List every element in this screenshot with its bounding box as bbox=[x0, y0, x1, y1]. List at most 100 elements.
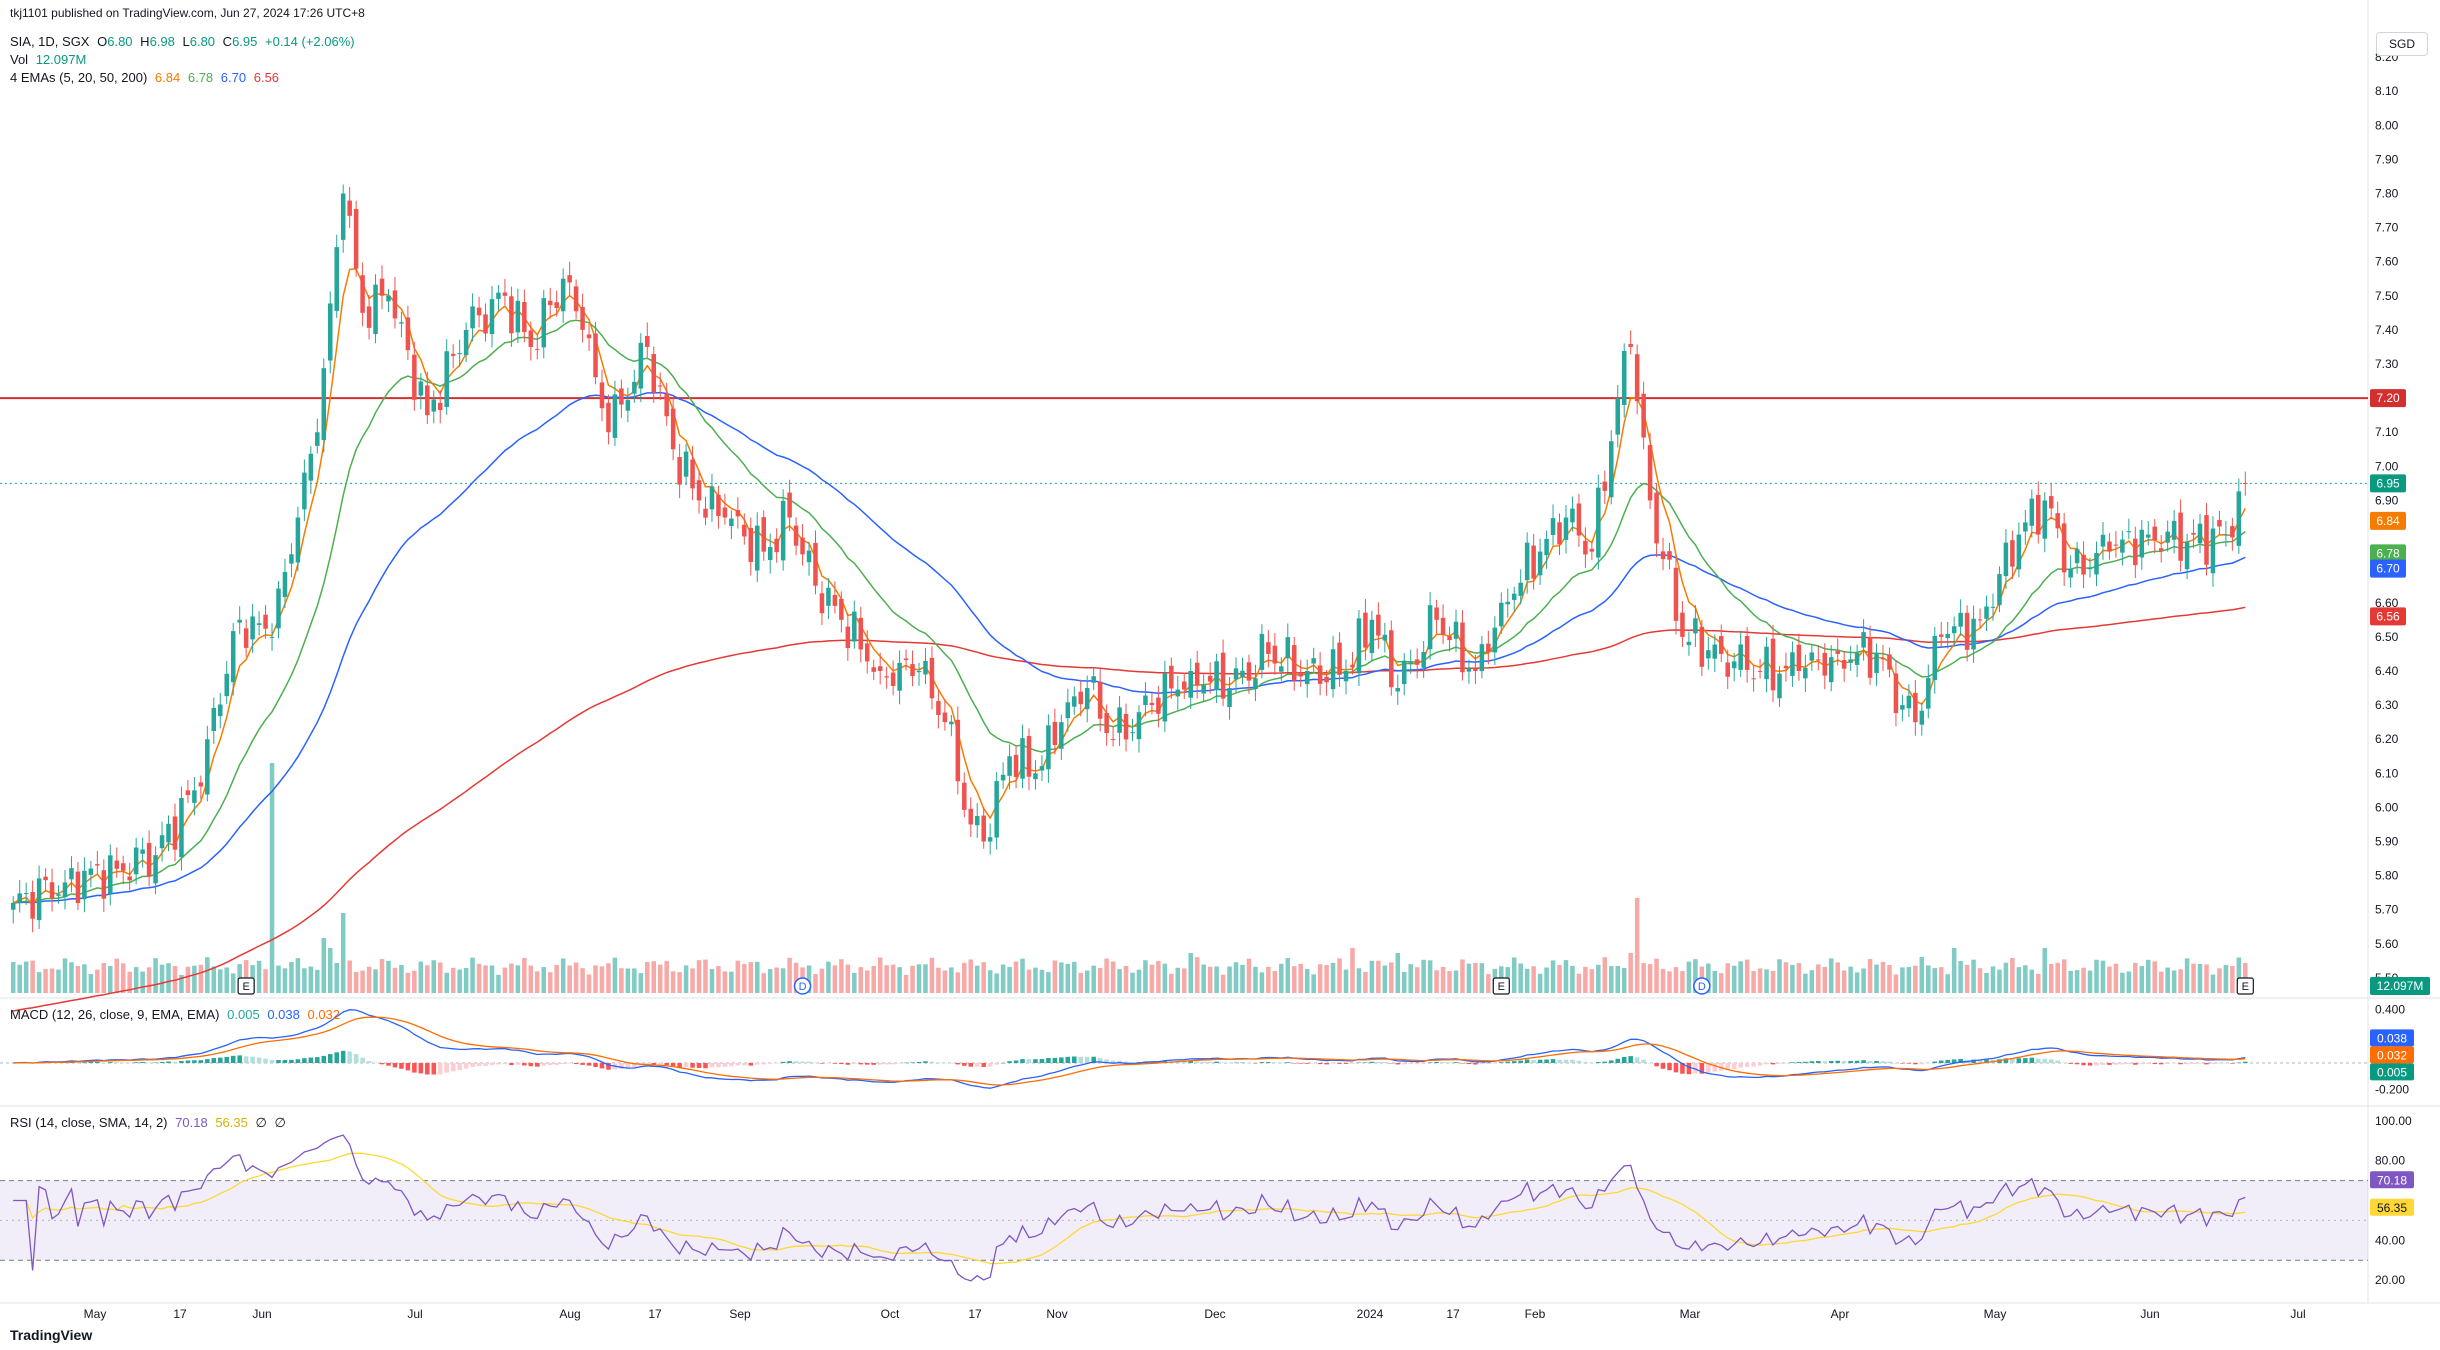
rsi-title: RSI (14, close, SMA, 14, 2) bbox=[10, 1115, 168, 1130]
macd-histogram-bar bbox=[1201, 1061, 1206, 1063]
candle-body bbox=[541, 298, 547, 348]
macd-histogram-bar bbox=[1563, 1059, 1569, 1063]
macd-histogram-bar bbox=[2068, 1063, 2073, 1064]
macd-histogram-bar bbox=[250, 1056, 255, 1063]
volume-bar bbox=[1395, 953, 1401, 993]
ema50-line bbox=[13, 391, 2246, 904]
macd-histogram-bar bbox=[166, 1061, 171, 1063]
macd-histogram-bar bbox=[1427, 1062, 1433, 1063]
candle-body bbox=[1647, 445, 1653, 501]
volume-bar bbox=[858, 967, 864, 993]
candle-body bbox=[1460, 622, 1465, 673]
macd-histogram-bar bbox=[489, 1063, 495, 1066]
candle-body bbox=[1253, 678, 1258, 690]
candle-body bbox=[1427, 605, 1433, 650]
macd-histogram-bar bbox=[205, 1059, 210, 1063]
volume-bar bbox=[386, 960, 391, 993]
macd-histogram-bar bbox=[1693, 1063, 1698, 1074]
volume-bar bbox=[1609, 966, 1614, 993]
volume-bar bbox=[1861, 968, 1866, 993]
candle-body bbox=[179, 798, 184, 858]
volume-bar bbox=[1330, 962, 1336, 993]
volume-bar bbox=[2061, 959, 2067, 993]
macd-histogram-bar bbox=[2042, 1058, 2048, 1063]
volume-bar bbox=[269, 763, 275, 993]
volume-bar bbox=[936, 967, 941, 993]
macd-histogram-bar bbox=[1233, 1062, 1239, 1064]
candle-body bbox=[599, 382, 605, 409]
macd-histogram-bar bbox=[185, 1060, 191, 1063]
candle-body bbox=[1796, 644, 1802, 671]
macd-histogram-bar bbox=[282, 1059, 288, 1063]
volume-bar bbox=[153, 958, 158, 993]
volume-bar bbox=[1563, 960, 1569, 993]
macd-histogram-bar bbox=[198, 1060, 204, 1063]
candle-body bbox=[1169, 665, 1174, 689]
candle-body bbox=[1304, 670, 1310, 685]
candle-body bbox=[974, 815, 980, 826]
macd-histogram-bar bbox=[230, 1055, 236, 1063]
macd-histogram-bar bbox=[243, 1056, 249, 1063]
macd-histogram-bar bbox=[1822, 1061, 1828, 1063]
macd-histogram-bar bbox=[1680, 1063, 1685, 1074]
currency-button[interactable]: SGD bbox=[2376, 32, 2428, 56]
macd-histogram-bar bbox=[2165, 1063, 2170, 1065]
macd-histogram-bar bbox=[625, 1063, 631, 1069]
macd-histogram-bar bbox=[1938, 1060, 1944, 1063]
ema20-value: 6.78 bbox=[187, 70, 214, 85]
volume-bar bbox=[832, 965, 838, 993]
volume-bar bbox=[1718, 973, 1724, 993]
macd-histogram-bar bbox=[2145, 1063, 2151, 1065]
macd-histogram-bar bbox=[353, 1054, 359, 1063]
volume-bar bbox=[2236, 957, 2242, 993]
macd-histogram-bar bbox=[1033, 1059, 1038, 1063]
candle-body bbox=[101, 870, 107, 899]
volume-bar bbox=[192, 965, 197, 993]
macd-histogram-bar bbox=[852, 1063, 857, 1065]
candle-body bbox=[1731, 661, 1737, 669]
volume-bar bbox=[2036, 973, 2041, 993]
volume-bar bbox=[289, 962, 294, 993]
macd-histogram-bar bbox=[2100, 1063, 2106, 1065]
macd-histogram-bar bbox=[897, 1063, 902, 1064]
macd-histogram-bar bbox=[1699, 1063, 1705, 1074]
volume-bar bbox=[1460, 959, 1465, 993]
macd-histogram-bar bbox=[606, 1063, 611, 1070]
candle-body bbox=[1718, 636, 1724, 654]
candle-body bbox=[1505, 601, 1511, 605]
candle-body bbox=[2036, 494, 2041, 535]
macd-histogram-bar bbox=[696, 1063, 702, 1068]
volume-bar bbox=[1324, 965, 1329, 993]
volume-bar bbox=[541, 967, 547, 993]
macd-histogram-bar bbox=[1880, 1061, 1886, 1063]
candle-body bbox=[159, 835, 165, 849]
candle-body bbox=[30, 892, 35, 919]
candle-body bbox=[108, 855, 113, 894]
macd-histogram-bar bbox=[1783, 1063, 1789, 1064]
volume-bar bbox=[2010, 957, 2015, 993]
macd-histogram-bar bbox=[528, 1063, 534, 1067]
candle-body bbox=[1266, 642, 1271, 654]
volume-bar bbox=[114, 958, 120, 993]
high-value: 6.98 bbox=[149, 34, 175, 49]
macd-histogram-bar bbox=[1291, 1063, 1297, 1064]
macd-histogram-bar bbox=[1330, 1063, 1336, 1064]
candle-body bbox=[1854, 652, 1860, 665]
volume-bar bbox=[211, 966, 217, 993]
macd-histogram-bar bbox=[722, 1063, 728, 1067]
macd-histogram-bar bbox=[1084, 1056, 1090, 1063]
macd-histogram-bar bbox=[1926, 1063, 1931, 1064]
volume-bar bbox=[1583, 966, 1588, 993]
macd-histogram-bar bbox=[1524, 1059, 1530, 1063]
time-axis-label: Aug bbox=[559, 1307, 580, 1321]
volume-bar bbox=[1233, 962, 1239, 993]
macd-histogram-bar bbox=[2010, 1058, 2015, 1063]
volume-bar bbox=[496, 974, 501, 993]
candle-body bbox=[1084, 688, 1090, 710]
macd-histogram-bar bbox=[386, 1063, 391, 1066]
candle-body bbox=[2152, 526, 2157, 541]
price-tick-label: 7.60 bbox=[2375, 255, 2399, 269]
volume-bar bbox=[1110, 961, 1116, 993]
macd-histogram-bar bbox=[1932, 1061, 1938, 1063]
